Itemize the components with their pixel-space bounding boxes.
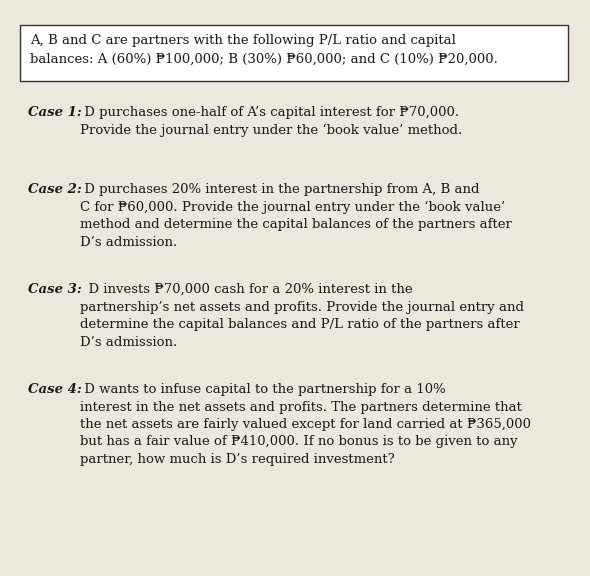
Text: Case 3:: Case 3:: [28, 283, 82, 296]
Text: Case 2:: Case 2:: [28, 183, 82, 196]
Text: D purchases one-half of A’s capital interest for ₱70,000.
Provide the journal en: D purchases one-half of A’s capital inte…: [80, 106, 462, 137]
Text: Case 4:: Case 4:: [28, 383, 82, 396]
Text: A, B and C are partners with the following P/L ratio and capital
balances: A (60: A, B and C are partners with the followi…: [30, 34, 498, 66]
FancyBboxPatch shape: [20, 25, 568, 81]
Text: D purchases 20% interest in the partnership from A, B and
C for ₱60,000. Provide: D purchases 20% interest in the partners…: [80, 183, 512, 249]
Text: Case 1:: Case 1:: [28, 106, 82, 119]
Text: D invests ₱70,000 cash for a 20% interest in the
partnership’s net assets and pr: D invests ₱70,000 cash for a 20% interes…: [80, 283, 524, 348]
Text: D wants to infuse capital to the partnership for a 10%
interest in the net asset: D wants to infuse capital to the partner…: [80, 383, 531, 466]
